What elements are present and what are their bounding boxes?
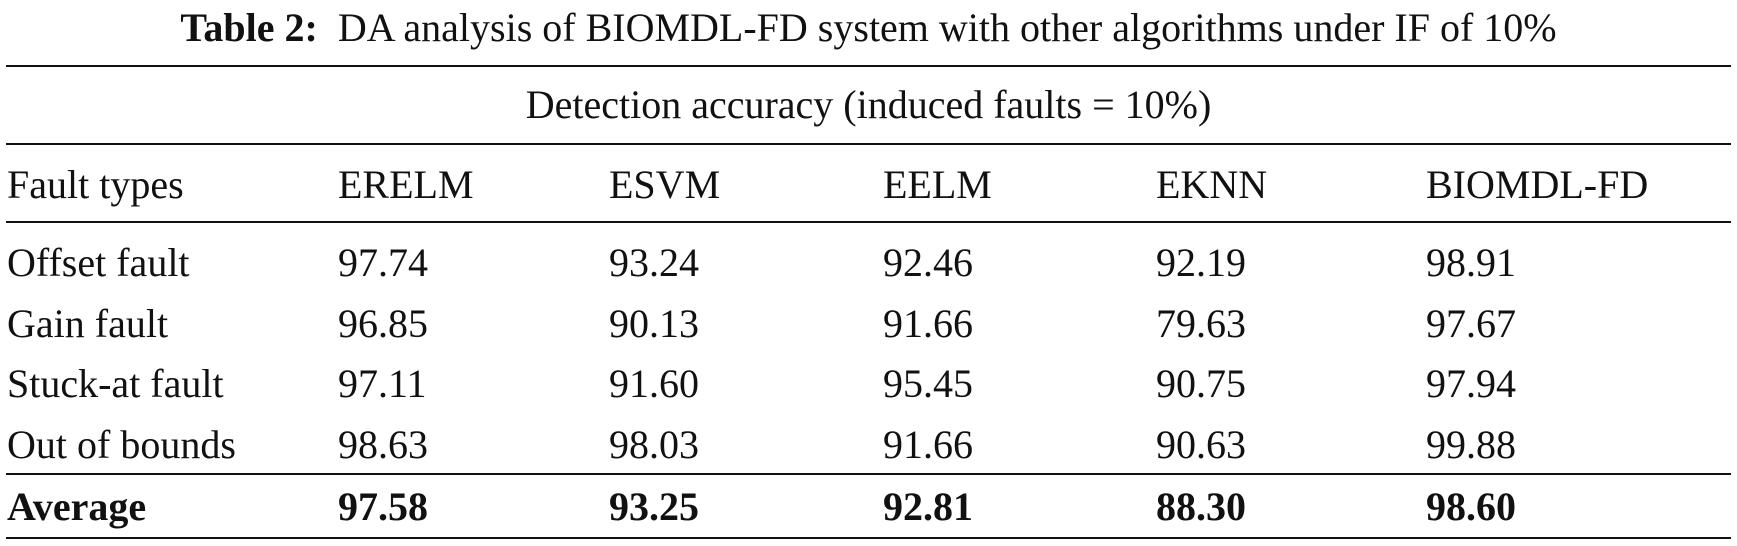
row-label: Out of bounds (7, 422, 236, 467)
column-header: EELM (883, 162, 992, 207)
cell: 98.63 (338, 422, 428, 467)
cell: 99.88 (1426, 422, 1516, 467)
average-cell: 98.60 (1426, 484, 1516, 529)
cell: 98.91 (1426, 240, 1516, 285)
caption-text: DA analysis of BIOMDL-FD system with oth… (337, 5, 1557, 50)
header-rule (6, 221, 1731, 223)
column-header: BIOMDL-FD (1426, 162, 1649, 207)
column-header: ERELM (338, 162, 474, 207)
average-cell: 97.58 (338, 484, 428, 529)
row-label: Offset fault (7, 240, 190, 285)
footer-rule (6, 473, 1731, 475)
cell: 93.24 (609, 240, 699, 285)
cell: 96.85 (338, 301, 428, 346)
average-cell: 93.25 (609, 484, 699, 529)
cell: 91.66 (883, 422, 973, 467)
cell: 91.66 (883, 301, 973, 346)
group-header: Detection accuracy (induced faults = 10%… (525, 82, 1212, 127)
average-label: Average (7, 484, 147, 529)
cell: 98.03 (609, 422, 699, 467)
average-cell: 92.81 (883, 484, 973, 529)
cell: 95.45 (883, 361, 973, 406)
cell: 92.19 (1156, 240, 1246, 285)
caption-label: Table 2: (180, 5, 318, 50)
cell: 90.13 (609, 301, 699, 346)
cell: 97.67 (1426, 301, 1516, 346)
cell: 97.74 (338, 240, 428, 285)
bottom-rule (6, 537, 1731, 539)
row-label: Stuck-at fault (7, 361, 224, 406)
cell: 97.94 (1426, 361, 1516, 406)
cell: 79.63 (1156, 301, 1246, 346)
column-header: ESVM (609, 162, 721, 207)
cell: 97.11 (338, 361, 427, 406)
caption: Table 2: DA analysis of BIOMDL-FD system… (0, 8, 1737, 48)
column-header: EKNN (1156, 162, 1268, 207)
average-cell: 88.30 (1156, 484, 1246, 529)
group-rule (6, 143, 1731, 145)
cell: 90.75 (1156, 361, 1246, 406)
cell: 92.46 (883, 240, 973, 285)
top-rule (6, 65, 1731, 67)
row-label: Gain fault (7, 301, 169, 346)
cell: 90.63 (1156, 422, 1246, 467)
column-header: Fault types (7, 162, 184, 207)
cell: 91.60 (609, 361, 699, 406)
